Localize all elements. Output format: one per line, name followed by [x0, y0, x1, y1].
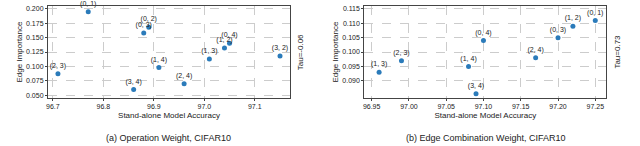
svg-text:0.200: 0.200 — [26, 5, 44, 12]
svg-text:Stand-alone Model Accuracy: Stand-alone Model Accuracy — [434, 111, 536, 120]
svg-text:96.7: 96.7 — [46, 103, 60, 110]
svg-text:97.15: 97.15 — [512, 103, 530, 110]
svg-text:0.075: 0.075 — [26, 77, 44, 84]
svg-text:0.125: 0.125 — [26, 48, 44, 55]
svg-text:97.10: 97.10 — [475, 103, 493, 110]
svg-text:Edge Importance: Edge Importance — [15, 21, 24, 82]
svg-text:0.100: 0.100 — [342, 48, 360, 55]
svg-text:Stand-alone Model Accuracy: Stand-alone Model Accuracy — [118, 111, 220, 120]
svg-text:96.95: 96.95 — [363, 103, 381, 110]
svg-text:Edge Importance: Edge Importance — [331, 21, 340, 82]
svg-text:(1, 4): (1, 4) — [151, 56, 167, 64]
svg-text:(0, 4): (0, 4) — [221, 31, 237, 39]
svg-text:(0, 3): (0, 3) — [550, 26, 566, 34]
svg-text:(2, 4): (2, 4) — [176, 72, 192, 80]
svg-text:96.8: 96.8 — [97, 103, 111, 110]
svg-text:(0, 2): (0, 2) — [141, 15, 157, 23]
svg-text:97.20: 97.20 — [549, 103, 567, 110]
svg-text:0.095: 0.095 — [342, 63, 360, 70]
svg-text:0.050: 0.050 — [26, 92, 44, 99]
svg-text:0.105: 0.105 — [342, 34, 360, 41]
svg-text:(0, 4): (0, 4) — [475, 29, 491, 37]
svg-text:0.090: 0.090 — [342, 77, 360, 84]
svg-text:(1, 2): (1, 2) — [216, 36, 232, 44]
svg-text:0.175: 0.175 — [26, 20, 44, 27]
svg-text:Tau=0.73: Tau=0.73 — [613, 35, 622, 69]
svg-text:Tau=-0.06: Tau=-0.06 — [296, 34, 305, 70]
svg-text:(3, 4): (3, 4) — [125, 78, 141, 86]
svg-text:97.25: 97.25 — [587, 103, 605, 110]
svg-text:(1, 3): (1, 3) — [371, 60, 387, 68]
svg-text:(0, 3): (0, 3) — [136, 21, 152, 29]
svg-text:97.0: 97.0 — [197, 103, 211, 110]
svg-text:(3, 2): (3, 2) — [272, 44, 288, 52]
svg-text:(1, 4): (1, 4) — [460, 55, 476, 63]
svg-text:0.115: 0.115 — [343, 5, 360, 12]
svg-text:(2, 3): (2, 3) — [393, 49, 409, 57]
svg-text:(a) Operation Weight, CIFAR10: (a) Operation Weight, CIFAR10 — [106, 133, 231, 143]
svg-text:(1, 2): (1, 2) — [565, 14, 581, 22]
svg-text:0.110: 0.110 — [343, 20, 360, 27]
svg-text:97.00: 97.00 — [400, 103, 418, 110]
svg-text:(0, 1): (0, 1) — [587, 9, 603, 17]
svg-text:(b) Edge Combination Weight, C: (b) Edge Combination Weight, CIFAR10 — [406, 133, 565, 143]
svg-text:(1, 3): (1, 3) — [201, 47, 217, 55]
svg-text:(3, 4): (3, 4) — [468, 82, 484, 90]
svg-text:96.9: 96.9 — [147, 103, 161, 110]
svg-text:0.150: 0.150 — [26, 34, 44, 41]
svg-text:97.05: 97.05 — [437, 103, 455, 110]
svg-text:97.1: 97.1 — [248, 103, 262, 110]
svg-text:(0, 1): (0, 1) — [80, 0, 96, 8]
svg-text:(2, 4): (2, 4) — [527, 46, 543, 54]
svg-text:(2, 3): (2, 3) — [50, 62, 66, 70]
svg-text:0.100: 0.100 — [26, 63, 44, 70]
